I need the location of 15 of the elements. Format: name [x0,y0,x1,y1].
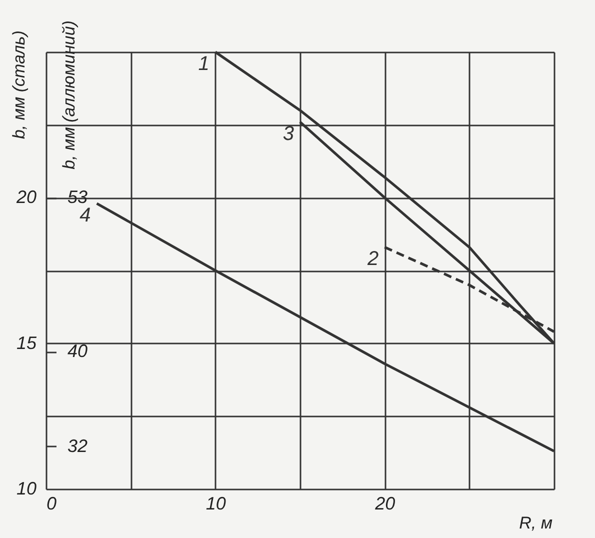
y-tick-label: 15 [16,332,38,353]
series-label: 1 [198,53,210,75]
x-axis-title: R, м [519,514,553,532]
x-tick-label: 20 [374,494,396,514]
y-axis-title: b, мм (сталь) [10,30,28,140]
series-label: 4 [80,204,91,226]
series-label: 2 [366,248,379,270]
y2-axis-title: b, мм (аллюминий) [60,20,78,170]
y-tick-label: 10 [16,478,36,498]
y-tick-label: 20 [15,187,36,208]
x-tick-label: 10 [206,494,226,514]
series-label: 3 [282,122,294,145]
x-tick-label: 0 [46,494,57,514]
y2-tick-label: 40 [68,341,88,362]
y2-tick-label: 32 [68,436,88,456]
